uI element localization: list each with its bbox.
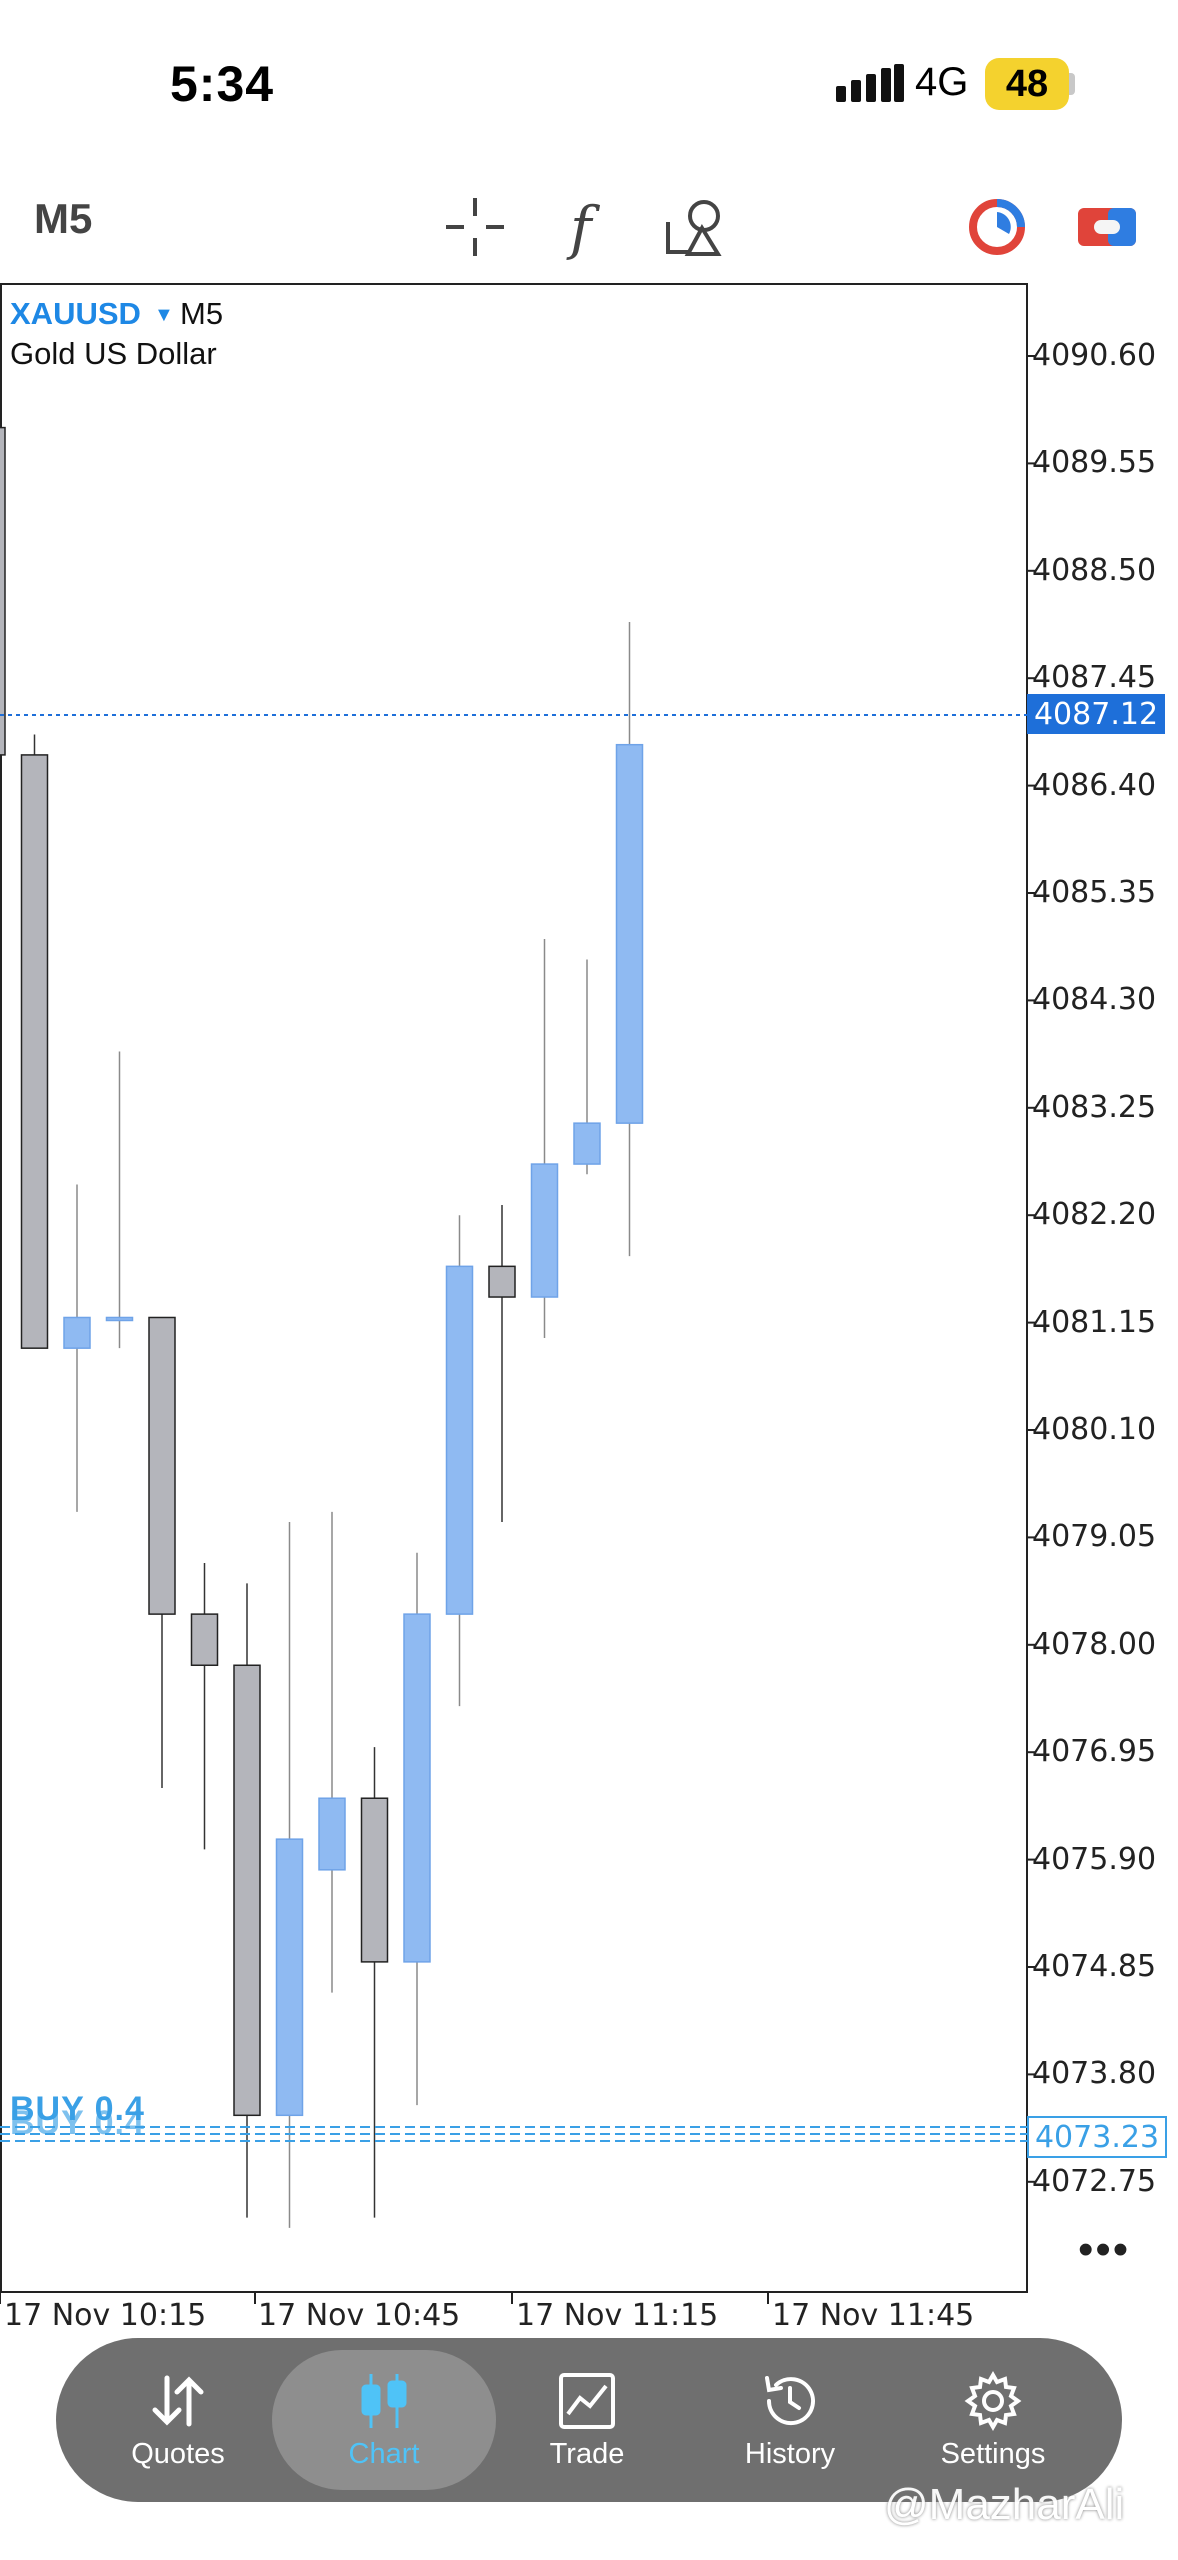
candle-body xyxy=(105,1316,134,1322)
price-axis-label: 4085.35 xyxy=(1032,875,1157,910)
one-click-trading-icon[interactable] xyxy=(962,192,1032,262)
price-axis-label: 4072.75 xyxy=(1032,2163,1157,2199)
candle-body xyxy=(190,1613,219,1667)
price-axis-label: 4089.55 xyxy=(1032,445,1157,481)
candle-body xyxy=(63,1316,91,1349)
quotes-icon xyxy=(152,2375,204,2426)
price-axis-label: 4087.45 xyxy=(1032,660,1157,696)
time-label: 17 Nov 10:45 xyxy=(258,2298,461,2333)
candle xyxy=(615,621,644,1257)
settings-icon xyxy=(964,2370,1022,2431)
nav-label: Trade xyxy=(549,2437,625,2470)
candle-body xyxy=(615,743,644,1124)
nav-selected-highlight xyxy=(272,2350,496,2490)
watermark: @MazharAli xyxy=(884,2480,1125,2529)
price-axis-label: 4081.15 xyxy=(1032,1304,1157,1340)
nav-settings[interactable]: Settings xyxy=(893,2338,1093,2502)
candle xyxy=(403,1552,431,2106)
candle xyxy=(275,1522,304,2228)
nav-label: History xyxy=(744,2437,836,2470)
nav-history[interactable]: History xyxy=(690,2338,890,2502)
time-axis-ticks xyxy=(0,2292,769,2304)
nav-label: Chart xyxy=(348,2437,420,2470)
trade-icon xyxy=(559,2372,615,2429)
candle xyxy=(190,1562,219,1850)
candle xyxy=(105,1051,134,1349)
candle-body xyxy=(445,1265,474,1615)
more-options-button[interactable]: ••• xyxy=(1078,2225,1131,2274)
candle-body xyxy=(530,1163,559,1298)
time-label: 17 Nov 10:15 xyxy=(4,2298,207,2333)
nav-quotes[interactable]: Quotes xyxy=(78,2338,278,2502)
nav-label: Settings xyxy=(940,2437,1046,2470)
candle-body xyxy=(403,1613,431,1963)
time-label: 17 Nov 11:15 xyxy=(516,2298,719,2333)
candle xyxy=(573,959,601,1175)
candle xyxy=(0,426,6,756)
price-axis-label: 4074.85 xyxy=(1032,1949,1157,1984)
price-axis-label: 4079.05 xyxy=(1032,1519,1157,1555)
candle-body xyxy=(318,1797,346,1871)
price-axis-label: 4086.40 xyxy=(1032,767,1157,803)
candle xyxy=(148,1316,176,1788)
price-axis-label: 4083.25 xyxy=(1032,1089,1157,1125)
bid-price-tag: 4087.12 xyxy=(1027,694,1165,734)
order-label-overlap[interactable]: BUY 0.4 xyxy=(10,2104,145,2142)
time-label: 17 Nov 11:45 xyxy=(772,2298,975,2333)
candle xyxy=(360,1747,389,2218)
order-label[interactable]: BUY 0.4 xyxy=(10,2090,145,2128)
status-time: 5:34 xyxy=(170,56,275,112)
battery-tip xyxy=(1069,73,1075,95)
candle xyxy=(530,939,559,1338)
price-axis-label: 4090.60 xyxy=(1032,338,1157,373)
candle xyxy=(445,1215,474,1707)
candle-body xyxy=(148,1316,176,1615)
signal-strength-icon xyxy=(836,64,906,109)
candle-body xyxy=(360,1797,389,1963)
candle-body xyxy=(275,1838,304,2117)
price-axis-label: 4078.00 xyxy=(1032,1626,1157,1662)
crosshair-icon[interactable] xyxy=(440,192,510,262)
order-price-tag: 4073.23 xyxy=(1027,2116,1167,2158)
candle xyxy=(233,1583,261,2218)
price-axis-label: 4075.90 xyxy=(1032,1841,1157,1877)
nav-chart[interactable]: Chart xyxy=(284,2338,484,2502)
order-lines xyxy=(0,2126,1027,2142)
objects-icon[interactable] xyxy=(660,192,730,262)
candle-body xyxy=(0,426,6,756)
candle xyxy=(20,734,49,1349)
symbol-name[interactable]: XAUUSD xyxy=(10,296,141,331)
candle xyxy=(488,1204,516,1523)
candle-body xyxy=(573,1122,601,1165)
nav-trade[interactable]: Trade xyxy=(487,2338,687,2502)
candle xyxy=(63,1184,91,1512)
chevron-down-icon[interactable]: ▼ xyxy=(154,304,174,326)
nav-label: Quotes xyxy=(131,2437,225,2470)
price-axis-label: 4084.30 xyxy=(1032,982,1157,1018)
symbol-description: Gold US Dollar xyxy=(10,336,217,371)
price-axis-label: 4073.80 xyxy=(1032,2056,1157,2092)
candle-body xyxy=(233,1664,261,2117)
price-axis-label: 4076.95 xyxy=(1032,1734,1157,1770)
chart-icon xyxy=(361,2373,407,2428)
network-type: 4G xyxy=(915,60,969,104)
timeframe-button[interactable]: M5 xyxy=(34,195,93,242)
function-icon[interactable]: f xyxy=(550,192,620,262)
history-icon xyxy=(765,2375,815,2425)
candle-body xyxy=(20,754,49,1349)
price-axis-label: 4088.50 xyxy=(1032,552,1157,588)
trade-panel-icon[interactable] xyxy=(1072,192,1142,262)
bottom-navigation xyxy=(56,2338,1122,2502)
battery-indicator: 48 xyxy=(985,58,1069,110)
price-axis-label: 4080.10 xyxy=(1032,1412,1157,1447)
price-axis-label: 4082.20 xyxy=(1032,1197,1157,1233)
symbol-timeframe: M5 xyxy=(180,296,224,331)
candle-body xyxy=(488,1265,516,1298)
candle xyxy=(318,1511,346,1993)
